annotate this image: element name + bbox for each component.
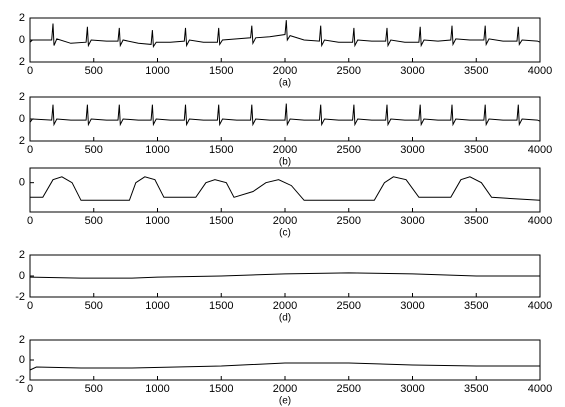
y-tick-label: -2 — [15, 291, 25, 303]
x-tick-label: 0 — [27, 65, 33, 77]
x-tick-label: 2500 — [337, 300, 361, 312]
x-tick-label: 3500 — [464, 65, 488, 77]
x-tick-label: 1500 — [209, 65, 233, 77]
y-tick-label: 2 — [19, 56, 25, 68]
x-tick-label: 500 — [85, 383, 103, 395]
y-tick-label: 2 — [19, 249, 25, 261]
x-tick-label: 3000 — [400, 215, 424, 227]
x-tick-label: 3000 — [400, 65, 424, 77]
x-tick-label: 1500 — [209, 383, 233, 395]
x-axis-label: (a) — [279, 78, 291, 89]
axes-box — [29, 339, 541, 381]
x-tick-label: 2500 — [337, 65, 361, 77]
x-tick-label: 500 — [85, 300, 103, 312]
y-tick-label: 0 — [19, 34, 25, 46]
x-tick-label: 3000 — [400, 144, 424, 156]
y-tick-label: 0 — [19, 270, 25, 282]
axes-box — [29, 167, 541, 213]
y-tick-label: 2 — [19, 334, 25, 346]
x-tick-label: 4000 — [528, 65, 552, 77]
x-axis-label: (c) — [279, 228, 291, 239]
y-tick-label: 2 — [19, 135, 25, 147]
signal-line — [29, 362, 540, 371]
x-tick-label: 0 — [27, 383, 33, 395]
x-tick-label: 500 — [85, 65, 103, 77]
x-axis-label: (d) — [279, 313, 291, 324]
x-axis-label: (e) — [279, 396, 291, 407]
x-tick-label: 2500 — [337, 144, 361, 156]
x-tick-label: 4000 — [528, 300, 552, 312]
x-axis-label: (b) — [279, 157, 291, 168]
y-tick-label: 2 — [19, 12, 25, 24]
y-tick-label: 0 — [19, 177, 25, 189]
x-tick-label: 1500 — [209, 144, 233, 156]
y-tick-label: 0 — [19, 354, 25, 366]
x-tick-label: 0 — [27, 300, 33, 312]
x-tick-label: 3000 — [400, 383, 424, 395]
x-tick-label: 1000 — [145, 215, 169, 227]
x-tick-label: 2000 — [273, 383, 297, 395]
x-tick-label: 0 — [27, 215, 33, 227]
x-tick-label: 3500 — [464, 144, 488, 156]
x-tick-label: 1000 — [145, 383, 169, 395]
signal-line — [29, 103, 541, 127]
x-tick-label: 1000 — [145, 144, 169, 156]
x-tick-label: 2000 — [273, 144, 297, 156]
x-tick-label: 1000 — [145, 300, 169, 312]
x-tick-label: 2000 — [273, 300, 297, 312]
x-tick-label: 1500 — [209, 300, 233, 312]
y-tick-label: 0 — [19, 113, 25, 125]
x-tick-label: 4000 — [528, 144, 552, 156]
x-tick-label: 2000 — [273, 215, 297, 227]
signal-line — [30, 176, 541, 201]
x-tick-label: 1500 — [209, 215, 233, 227]
x-tick-label: 4000 — [528, 383, 552, 395]
x-tick-label: 1000 — [145, 65, 169, 77]
x-tick-label: 3500 — [464, 215, 488, 227]
x-tick-label: 0 — [27, 144, 33, 156]
y-tick-label: 2 — [19, 91, 25, 103]
x-tick-label: 500 — [85, 215, 103, 227]
x-tick-label: 3000 — [400, 300, 424, 312]
signal-line — [29, 20, 541, 49]
signal-line — [29, 272, 540, 279]
x-tick-label: 3500 — [464, 300, 488, 312]
x-tick-label: 2000 — [273, 65, 297, 77]
x-tick-label: 3500 — [464, 383, 488, 395]
x-tick-label: 2500 — [337, 215, 361, 227]
x-tick-label: 4000 — [528, 215, 552, 227]
x-tick-label: 2500 — [337, 383, 361, 395]
x-tick-label: 500 — [85, 144, 103, 156]
y-tick-label: -2 — [15, 374, 25, 386]
